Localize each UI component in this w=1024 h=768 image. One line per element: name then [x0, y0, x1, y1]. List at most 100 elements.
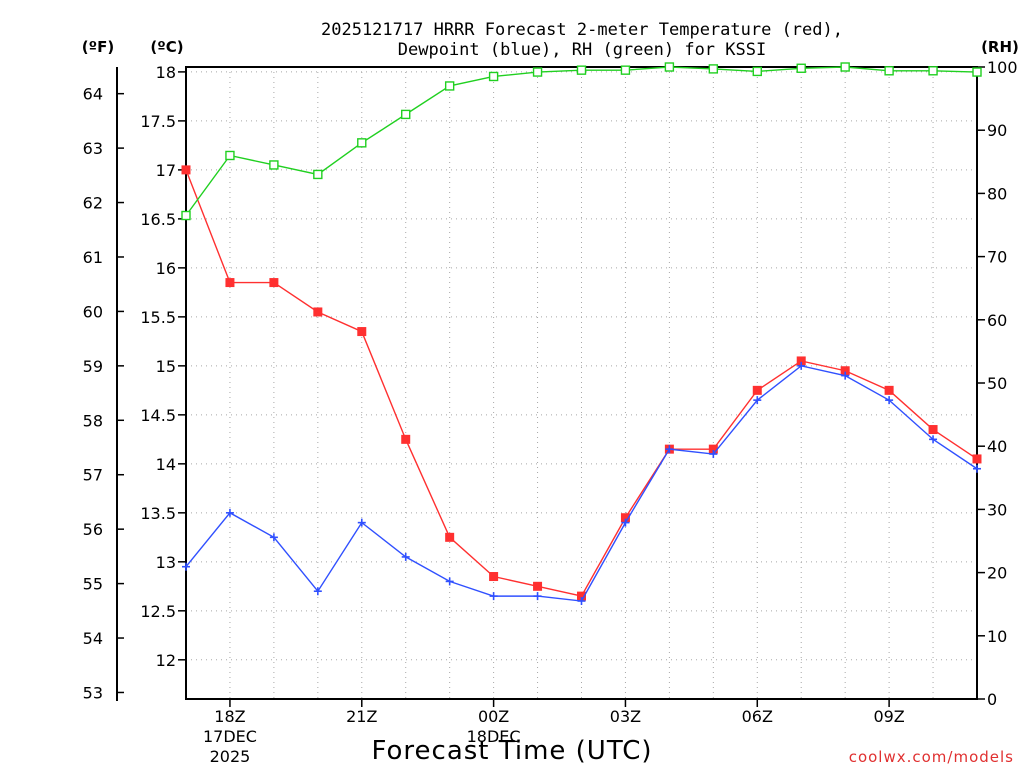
fahrenheit-tick-label: 56 [83, 520, 103, 539]
rh-point [488, 71, 499, 82]
fahrenheit-tick-label: 54 [83, 629, 103, 648]
fahrenheit-axis-unit: (ºF) [82, 38, 114, 56]
dewpoint-point [577, 597, 586, 606]
rh-line [185, 66, 978, 216]
dewpoint-line [185, 365, 978, 602]
temperature-point [225, 278, 235, 288]
rh-tick-label: 70 [987, 248, 1007, 267]
dewpoint-point [665, 445, 674, 454]
temperature-point [489, 572, 499, 582]
rh-tick-label: 50 [987, 374, 1007, 393]
x-tick-label: 06Z [742, 707, 773, 726]
celsius-tick-label: 18 [156, 63, 176, 82]
rh-tick-label: 90 [987, 121, 1007, 140]
dewpoint-point [533, 592, 542, 601]
rh-axis-unit: (RH) [981, 38, 1019, 56]
rh-point [313, 169, 323, 180]
temperature-point [752, 385, 762, 395]
x-tick-label: 03Z [610, 707, 641, 726]
rh-point [225, 150, 235, 161]
celsius-tick-label: 17.5 [140, 112, 176, 131]
celsius-tick-label: 12.5 [140, 602, 176, 621]
dewpoint-point [621, 518, 630, 527]
dewpoint-point [753, 396, 762, 405]
dewpoint-point [841, 371, 850, 380]
rh-point [444, 81, 455, 91]
fahrenheit-tick-label: 55 [83, 575, 103, 594]
dewpoint-point [182, 562, 190, 571]
dewpoint-point [357, 518, 366, 527]
rh-point [181, 210, 191, 221]
dewpoint-point [269, 533, 278, 542]
rh-point [928, 66, 938, 76]
fahrenheit-tick-label: 57 [83, 466, 103, 485]
temperature-point [181, 165, 191, 175]
x-tick-year-label: 2025 [210, 747, 251, 766]
dewpoint-point [489, 592, 498, 601]
fahrenheit-tick-label: 64 [83, 85, 103, 104]
fahrenheit-tick-label: 60 [83, 302, 103, 321]
chart-title-line2: Dewpoint (blue), RH (green) for KSSI [398, 40, 766, 60]
fahrenheit-tick-label: 61 [83, 248, 103, 267]
celsius-tick-label: 15.5 [140, 308, 176, 327]
rh-tick-label: 30 [987, 500, 1007, 519]
rh-tick-label: 100 [987, 58, 1018, 77]
rh-tick-label: 20 [987, 564, 1007, 583]
rh-point [620, 65, 631, 75]
celsius-tick-label: 14 [156, 455, 176, 474]
rh-point [269, 160, 279, 170]
rh-point [884, 66, 894, 76]
rh-point [664, 62, 675, 72]
temperature-point [445, 532, 455, 542]
temperature-point [972, 454, 982, 464]
x-tick-label: 00Z [478, 707, 509, 726]
celsius-tick-label: 14.5 [140, 406, 176, 425]
temperature-point [533, 581, 543, 591]
rh-point [532, 67, 543, 77]
celsius-tick-label: 13 [156, 553, 176, 572]
rh-tick-label: 80 [987, 184, 1007, 203]
rh-point [972, 67, 982, 77]
temperature-point [928, 425, 938, 435]
celsius-tick-label: 15 [156, 357, 176, 376]
celsius-tick-label: 16.5 [140, 210, 176, 229]
rh-point [796, 63, 806, 73]
dewpoint-point [709, 450, 718, 459]
rh-point [708, 64, 719, 74]
celsius-tick-label: 17 [156, 161, 176, 180]
fahrenheit-tick-label: 62 [83, 194, 103, 213]
dewpoint-point [885, 396, 894, 405]
x-tick-label: 09Z [873, 707, 904, 726]
dewpoint-point [225, 508, 234, 517]
x-axis-label: Forecast Time (UTC) [371, 736, 652, 766]
x-tick-label: 18Z [214, 707, 245, 726]
grid [186, 67, 977, 699]
dewpoint-point [445, 577, 454, 586]
celsius-tick-label: 16 [156, 259, 176, 278]
fahrenheit-tick-label: 59 [83, 357, 103, 376]
rh-point [357, 138, 367, 148]
rh-point [576, 65, 587, 75]
temperature-point [313, 307, 323, 317]
temperature-point [269, 278, 279, 288]
temperature-point [357, 327, 367, 337]
fahrenheit-tick-label: 63 [83, 139, 103, 158]
series [181, 62, 982, 606]
fahrenheit-tick-label: 53 [83, 683, 103, 702]
dewpoint-point [401, 552, 410, 561]
watermark: coolwx.com/models [849, 748, 1014, 766]
dewpoint-point [797, 361, 806, 370]
temperature-point [401, 434, 411, 444]
fahrenheit-tick-label: 58 [83, 411, 103, 430]
rh-tick-label: 40 [987, 437, 1007, 456]
chart-title-line1: 2025121717 HRRR Forecast 2-meter Tempera… [321, 20, 843, 40]
x-tick-date-label: 18DEC [467, 727, 521, 746]
rh-point [752, 66, 762, 77]
rh-point [840, 62, 850, 72]
rh-tick-label: 10 [987, 627, 1007, 646]
dewpoint-point [313, 587, 322, 596]
rh-tick-label: 0 [987, 690, 997, 709]
rh-point [401, 109, 411, 120]
celsius-tick-label: 12 [156, 651, 176, 670]
